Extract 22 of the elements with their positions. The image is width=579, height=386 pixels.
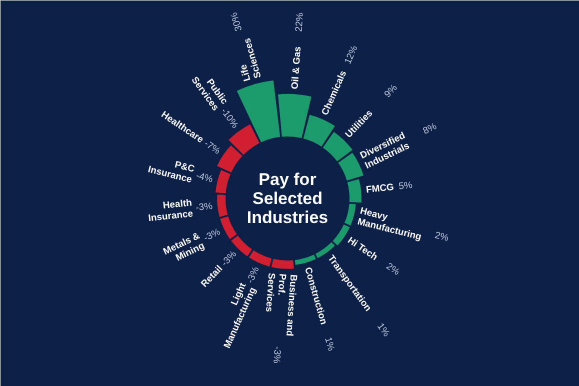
data-label: -3%	[202, 226, 223, 244]
data-label: 1%	[322, 336, 337, 353]
category-label: Oil & Gas	[290, 46, 304, 90]
data-label: -3%	[244, 264, 262, 286]
data-label: 2%	[384, 261, 402, 278]
data-label: -4%	[194, 170, 214, 186]
category-label: Life Sciences	[238, 36, 264, 82]
data-label: 5%	[398, 180, 414, 192]
data-label: -3%	[270, 346, 283, 364]
category-label: FMCG	[365, 182, 394, 196]
data-label: 9%	[382, 82, 400, 100]
data-label: 30%	[228, 10, 245, 32]
data-label: -3%	[195, 200, 214, 214]
text: Pay for Selected Industries	[246, 170, 328, 227]
category-label: Business and Prof. Services	[263, 272, 299, 337]
data-label: 22%	[294, 12, 306, 32]
data-label: 2%	[434, 230, 450, 244]
data-label: -7%	[202, 138, 223, 158]
data-label: 8%	[421, 120, 440, 137]
category-label: Health Insurance	[148, 198, 194, 224]
data-label: 12%	[342, 44, 361, 66]
data-label: 1%	[374, 321, 392, 340]
